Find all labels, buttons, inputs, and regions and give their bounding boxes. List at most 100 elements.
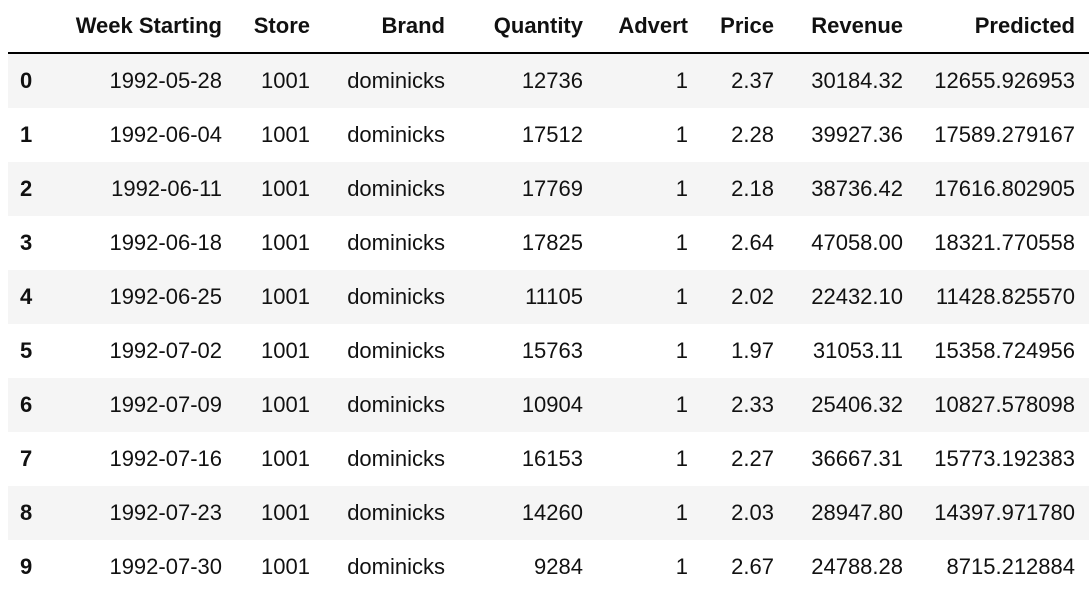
header-index [8,0,48,54]
table-row: 9 1992-07-30 1001 dominicks 9284 1 2.67 24788.2… [8,540,1089,594]
cell-advert: 1 [675,284,688,309]
cell-quantity: 17512 [521,122,583,147]
row-index: 2 [20,176,33,201]
cell-price: 2.64 [731,230,774,255]
cell-price: 2.18 [731,176,774,201]
row-index: 5 [20,338,33,363]
cell-predicted: 8715.212884 [946,554,1075,579]
cell-advert: 1 [675,122,688,147]
cell-advert: 1 [675,554,688,579]
row-index: 1 [20,122,33,147]
table-row: 5 1992-07-02 1001 dominicks 15763 1 1.97 31053.… [8,324,1089,378]
cell-revenue: 38736.42 [811,176,903,201]
cell-brand: dominicks [347,176,445,201]
table-row: 3 1992-06-18 1001 dominicks 17825 1 2.64 47058.… [8,216,1089,270]
cell-brand: dominicks [347,338,445,363]
cell-price: 1.97 [731,338,774,363]
row-index: 8 [20,500,33,525]
cell-store: 1001 [261,122,310,147]
cell-quantity: 9284 [534,554,583,579]
dataframe-table: Week Starting Store Brand Quantity Adver… [8,0,1089,594]
dataframe-output: Week Starting Store Brand Quantity Adver… [8,0,1089,594]
cell-predicted: 17616.802905 [934,176,1075,201]
cell-quantity: 16153 [521,446,583,471]
header-revenue: Revenue [788,0,917,54]
cell-revenue: 36667.31 [811,446,903,471]
header-advert: Advert [597,0,702,54]
cell-revenue: 47058.00 [811,230,903,255]
cell-brand: dominicks [347,284,445,309]
cell-price: 2.03 [731,500,774,525]
header-price: Price [702,0,788,54]
header-row: Week Starting Store Brand Quantity Adver… [8,0,1089,54]
cell-revenue: 25406.32 [811,392,903,417]
cell-price: 2.37 [731,68,774,93]
cell-price: 2.67 [731,554,774,579]
cell-advert: 1 [675,68,688,93]
cell-brand: dominicks [347,392,445,417]
cell-week-starting: 1992-05-28 [109,68,222,93]
cell-price: 2.02 [731,284,774,309]
cell-predicted: 10827.578098 [934,392,1075,417]
cell-brand: dominicks [347,500,445,525]
cell-week-starting: 1992-06-11 [111,176,222,201]
cell-price: 2.27 [731,446,774,471]
cell-store: 1001 [261,338,310,363]
header-predicted: Predicted [917,0,1089,54]
cell-week-starting: 1992-07-16 [109,446,222,471]
cell-quantity: 12736 [521,68,583,93]
cell-quantity: 14260 [521,500,583,525]
cell-week-starting: 1992-06-25 [109,284,222,309]
cell-predicted: 15773.192383 [934,446,1075,471]
row-index: 0 [20,68,33,93]
cell-brand: dominicks [347,230,445,255]
cell-revenue: 28947.80 [811,500,903,525]
cell-week-starting: 1992-06-04 [109,122,222,147]
cell-revenue: 24788.28 [811,554,903,579]
cell-quantity: 17769 [521,176,583,201]
cell-week-starting: 1992-07-23 [109,500,222,525]
cell-brand: dominicks [347,122,445,147]
header-brand: Brand [324,0,459,54]
table-row: 1 1992-06-04 1001 dominicks 17512 1 2.28 39927.… [8,108,1089,162]
cell-store: 1001 [261,284,310,309]
header-store: Store [236,0,324,54]
cell-revenue: 31053.11 [812,338,903,363]
cell-store: 1001 [261,554,310,579]
cell-store: 1001 [261,392,310,417]
row-index: 6 [20,392,33,417]
cell-week-starting: 1992-06-18 [109,230,222,255]
table-row: 8 1992-07-23 1001 dominicks 14260 1 2.03 28947.… [8,486,1089,540]
cell-price: 2.28 [731,122,774,147]
row-index: 4 [20,284,33,309]
table-body: 0 1992-05-28 1001 dominicks 12736 1 2.37 30184.… [8,53,1089,594]
row-index: 3 [20,230,33,255]
cell-quantity: 10904 [521,392,583,417]
cell-store: 1001 [261,446,310,471]
cell-quantity: 11105 [525,284,583,309]
cell-revenue: 22432.10 [811,284,903,309]
table-row: 7 1992-07-16 1001 dominicks 16153 1 2.27 36667.… [8,432,1089,486]
cell-quantity: 15763 [521,338,583,363]
cell-predicted: 17589.279167 [934,122,1075,147]
table-row: 2 1992-06-11 1001 dominicks 17769 1 2.18 38736.… [8,162,1089,216]
header-week-starting: Week Starting [48,0,236,54]
table-row: 4 1992-06-25 1001 dominicks 11105 1 2.02 22432.… [8,270,1089,324]
table-row: 6 1992-07-09 1001 dominicks 10904 1 2.33 25406.… [8,378,1089,432]
table-row: 0 1992-05-28 1001 dominicks 12736 1 2.37 30184.… [8,53,1089,108]
cell-store: 1001 [261,68,310,93]
cell-week-starting: 1992-07-30 [109,554,222,579]
cell-predicted: 11428.825570 [935,284,1075,309]
cell-advert: 1 [675,230,688,255]
cell-advert: 1 [675,500,688,525]
cell-predicted: 15358.724956 [934,338,1075,363]
cell-quantity: 17825 [521,230,583,255]
cell-brand: dominicks [347,446,445,471]
cell-revenue: 30184.32 [811,68,903,93]
cell-brand: dominicks [347,554,445,579]
cell-revenue: 39927.36 [811,122,903,147]
table-header: Week Starting Store Brand Quantity Adver… [8,0,1089,54]
cell-store: 1001 [261,230,310,255]
cell-store: 1001 [261,500,310,525]
cell-brand: dominicks [347,68,445,93]
